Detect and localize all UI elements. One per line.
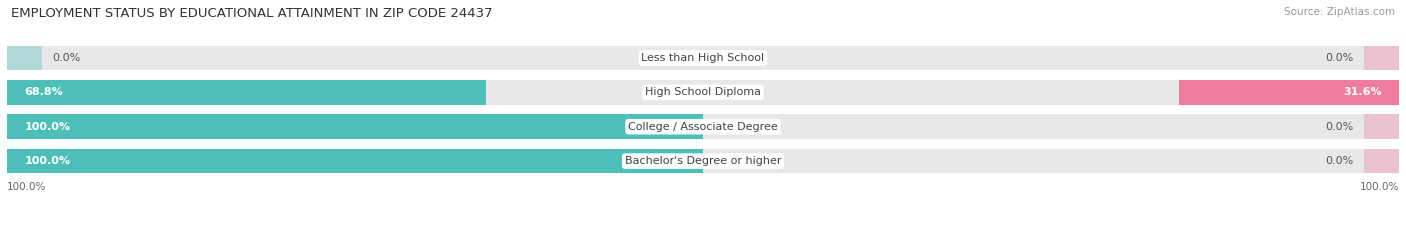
Bar (7, 114, 703, 139)
Bar (1364, 114, 1399, 139)
Bar (7, 114, 1399, 139)
Text: 0.0%: 0.0% (1326, 156, 1354, 166)
Text: Bachelor's Degree or higher: Bachelor's Degree or higher (624, 156, 782, 166)
Text: 100.0%: 100.0% (24, 156, 70, 166)
Bar (7, 149, 1399, 174)
Bar (7, 80, 486, 105)
Text: High School Diploma: High School Diploma (645, 87, 761, 97)
Text: 0.0%: 0.0% (52, 53, 80, 63)
Text: Less than High School: Less than High School (641, 53, 765, 63)
Bar (1180, 80, 1399, 105)
Text: 0.0%: 0.0% (1326, 53, 1354, 63)
Bar (7, 45, 1399, 70)
Bar (7, 45, 42, 70)
Text: 31.6%: 31.6% (1343, 87, 1382, 97)
Text: EMPLOYMENT STATUS BY EDUCATIONAL ATTAINMENT IN ZIP CODE 24437: EMPLOYMENT STATUS BY EDUCATIONAL ATTAINM… (11, 7, 494, 20)
Bar (1364, 45, 1399, 70)
Bar (1364, 149, 1399, 174)
Text: 100.0%: 100.0% (1360, 182, 1399, 192)
Text: 100.0%: 100.0% (24, 122, 70, 132)
Text: 68.8%: 68.8% (24, 87, 63, 97)
Text: College / Associate Degree: College / Associate Degree (628, 122, 778, 132)
Text: 0.0%: 0.0% (1326, 122, 1354, 132)
Text: Source: ZipAtlas.com: Source: ZipAtlas.com (1284, 7, 1395, 17)
Bar (7, 80, 1399, 105)
Text: 100.0%: 100.0% (7, 182, 46, 192)
Bar (7, 149, 703, 174)
